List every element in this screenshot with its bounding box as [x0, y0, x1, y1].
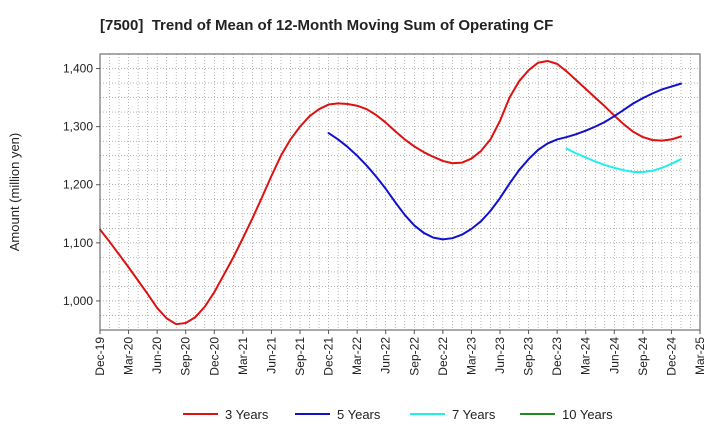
chart-title: [7500] Trend of Mean of 12-Month Moving …: [100, 17, 553, 34]
x-axis: Dec-19 Mar-20 Jun-20 Sep-20 Dec-20 Mar-21 Jun-…: [93, 330, 707, 376]
x-tick-label: Dec-20: [207, 337, 221, 376]
x-tick-label: Mar-22: [350, 337, 364, 375]
x-tick-label: Dec-21: [322, 337, 336, 376]
legend-label-5-years: 5 Years: [337, 407, 381, 422]
series-line-5-years: [327, 82, 682, 241]
x-tick-label: Sep-24: [636, 337, 650, 376]
legend-label-10-years: 10 Years: [562, 407, 613, 422]
x-tick-label: Jun-23: [493, 337, 507, 374]
x-tick-label: Mar-20: [122, 337, 136, 375]
x-tick-label: Jun-21: [264, 337, 278, 374]
series-lines: [99, 59, 682, 326]
y-tick-label: 1,000: [63, 294, 93, 308]
y-tick-label: 1,400: [63, 62, 93, 76]
x-tick-label: Sep-22: [407, 337, 421, 376]
x-tick-label: Sep-21: [293, 337, 307, 376]
plot-frame: [99, 53, 701, 331]
x-tick-label: Mar-24: [579, 337, 593, 375]
y-tick-label: 1,300: [63, 120, 93, 134]
x-tick-label: Dec-24: [664, 337, 678, 376]
y-axis-label: Amount (million yen): [7, 133, 22, 252]
plot-area: [100, 54, 700, 330]
x-tick-label: Dec-19: [93, 337, 107, 376]
x-tick-label: Jun-20: [150, 337, 164, 374]
x-tick-label: Mar-21: [236, 337, 250, 375]
x-tick-label: Sep-20: [179, 337, 193, 376]
x-tick-label: Mar-25: [693, 337, 707, 375]
x-tick-label: Dec-23: [550, 337, 564, 376]
y-axis: 1,000 1,100 1,200 1,300 1,400: [63, 62, 100, 308]
legend-label-3-years: 3 Years: [225, 407, 269, 422]
x-tick-label: Jun-22: [379, 337, 393, 374]
grid: [100, 54, 700, 330]
x-tick-label: Sep-23: [522, 337, 536, 376]
legend-label-7-years: 7 Years: [452, 407, 496, 422]
y-tick-label: 1,200: [63, 178, 93, 192]
x-tick-label: Mar-23: [464, 337, 478, 375]
x-tick-label: Jun-24: [607, 337, 621, 374]
y-tick-label: 1,100: [63, 236, 93, 250]
series-line-3-years: [99, 59, 682, 326]
legend: 3 Years 5 Years 7 Years 10 Years: [183, 407, 613, 422]
x-tick-label: Dec-22: [436, 337, 450, 376]
series-line-7-years: [565, 147, 682, 173]
